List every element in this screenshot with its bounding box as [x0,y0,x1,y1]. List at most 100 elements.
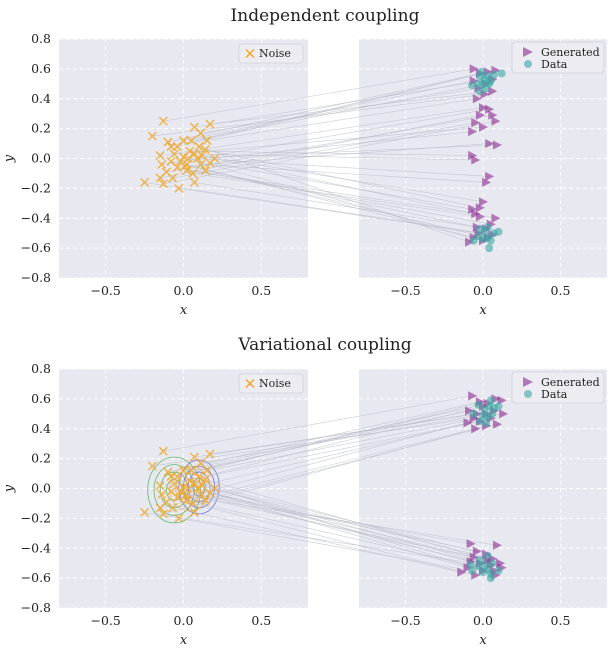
coupling-line [206,413,504,471]
legend-label: Noise [259,377,291,390]
coupling-line [214,488,484,571]
noise-point [174,183,184,193]
coupling-line [144,512,502,568]
noise-point [202,136,212,146]
data-point [494,566,503,575]
coupling-line [209,162,473,210]
x-tick-label: 0.5 [551,613,571,628]
coupling-line [209,410,494,455]
legend-label: Noise [259,47,291,60]
noise-point [147,461,157,471]
generated-point [475,110,485,120]
data-point [482,418,491,427]
generated-point [492,540,502,550]
noise-point [155,173,165,183]
generated-point [485,104,495,114]
noise-point [196,489,206,500]
x-tick-label: 0.0 [473,613,493,628]
data-point [475,87,484,96]
coupling-line [183,400,502,471]
coupling-line [200,413,487,464]
data-point [489,70,498,79]
noise-point [140,507,150,517]
coupling-line [209,492,468,568]
noise-point [189,177,199,187]
noise-point [189,479,199,489]
generated-point [466,539,476,549]
data-point [469,236,478,245]
coupling-lines [144,68,497,243]
coupling-line [200,164,487,183]
data-point [486,236,495,245]
coupling-line [177,398,496,477]
x-axis-label: x [180,633,188,648]
noise-point [202,466,212,476]
x-tick-label: 0.0 [174,613,194,628]
data-point [482,84,491,93]
legend-noise-marker [245,48,255,59]
contour-line [178,459,220,515]
y-tick-label: 0.8 [31,361,51,376]
noise-point [178,466,189,476]
noise-point [205,449,215,459]
x-axis-label: x [180,303,188,318]
coupling-line [178,518,496,576]
generated-point [471,424,481,434]
data-point [468,566,477,575]
data-point [474,562,483,571]
data-point [486,574,495,583]
noise-point [178,482,189,492]
independent-coupling-figure: Independent coupling −0.5 0.0 0.5 x 0.8 0.6 0.… [2,6,607,318]
generated-point [492,419,502,429]
generated-point [463,418,473,428]
coupling-line [185,143,490,167]
data-point [488,559,497,568]
generated-point [469,552,479,562]
generated-point [492,140,502,150]
coupling-line [209,90,493,125]
y-tick-label: −0.6 [21,240,51,255]
noise-point [168,173,178,183]
noise-point [158,509,168,519]
coupling-line [152,417,474,467]
y-tick-label: −0.2 [21,510,51,525]
legend-box [238,373,304,394]
noise-point [168,503,178,513]
noise-panel: −0.5 0.0 0.5 x 0.8 0.6 0.4 0.2 0.0 −0.2 −0.4 −0.6 −0… [2,31,308,318]
noise-point [189,507,199,517]
x-tick-label: 0.5 [551,283,571,298]
noise-point [158,116,168,126]
generated-point [469,64,479,74]
noise-point [178,152,189,162]
generated-point [471,155,481,165]
coupling-line [206,98,477,141]
coupling-line [144,182,493,235]
y-tick-label: 0.4 [31,421,51,436]
y-tick-label: 0.0 [31,151,51,166]
data-point [483,551,492,560]
noise-point [155,480,165,491]
y-tick-label: −0.8 [21,600,51,615]
x-axis-label: x [479,303,487,318]
data-point [494,402,503,411]
data-point [494,227,503,236]
coupling-lines [144,395,504,576]
x-tick-label: 0.0 [473,283,493,298]
generated-point [479,122,488,132]
data-point [477,67,486,76]
coupling-line [172,122,476,179]
data-point [474,400,483,409]
noise-point [189,149,199,159]
noise-point [157,159,167,170]
y-tick-label: 0.8 [31,31,51,46]
noise-point [186,466,196,476]
x-axis-label: x [479,633,487,648]
noise-point [197,150,207,161]
legend-noise-marker [245,378,255,389]
legend-generated-marker [523,47,533,57]
data-point [485,244,494,253]
coupling-line [194,182,487,230]
noise-point [178,136,189,146]
